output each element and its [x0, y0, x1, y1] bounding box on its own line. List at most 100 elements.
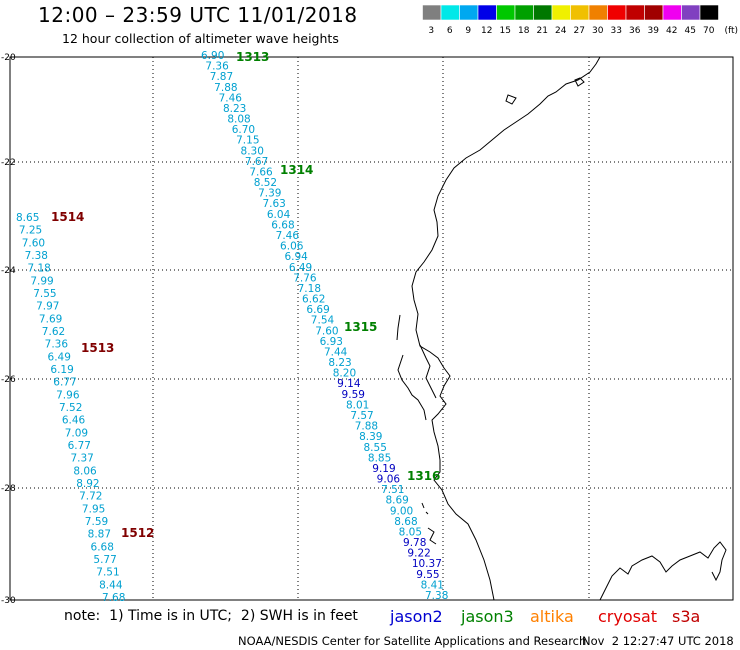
map-frame	[9, 56, 734, 601]
swh-value-east: 7.88	[355, 421, 378, 433]
swh-value-east: 6.94	[284, 251, 308, 263]
colorbar-label: 3	[428, 26, 434, 36]
swh-value-east: 7.76	[293, 272, 317, 284]
colorbar-label: 15	[500, 26, 511, 36]
swh-value-west: 6.49	[48, 351, 71, 363]
map-subtitle: 12 hour collection of altimeter wave hei…	[62, 31, 339, 46]
pass-number-label: 1315	[344, 320, 377, 334]
swh-value-west: 8.92	[76, 478, 99, 490]
swh-value-east: 7.39	[258, 188, 281, 200]
colorbar-label: 36	[629, 26, 641, 36]
swh-value-east: 9.78	[403, 537, 426, 549]
lat-tick-label: -20	[1, 53, 16, 63]
colorbar-label: 21	[537, 26, 548, 36]
colorbar-label: 18	[518, 26, 530, 36]
pass-number-label: 1514	[51, 210, 84, 224]
swh-value-east: 8.23	[223, 103, 246, 115]
swh-value-west: 7.68	[102, 592, 125, 604]
swh-value-east: 6.70	[232, 124, 255, 136]
colorbar-label: 39	[648, 26, 660, 36]
lat-tick-label: -28	[1, 484, 16, 494]
swh-value-east: 6.04	[267, 209, 291, 221]
colorbar-label: 33	[611, 26, 622, 36]
swh-value-east: 8.55	[364, 442, 387, 454]
swh-value-east: 9.55	[416, 569, 439, 581]
map-title: 12:00 – 23:59 UTC 11/01/2018	[38, 3, 358, 27]
colorbar-label: 24	[555, 26, 567, 36]
swh-value-east: 7.54	[311, 315, 335, 327]
swh-value-east: 8.23	[328, 357, 351, 369]
swh-value-west: 7.51	[96, 567, 119, 579]
colorbar-label: 6	[447, 26, 453, 36]
swh-value-east: 7.88	[214, 82, 237, 94]
swh-value-east: 7.66	[249, 166, 273, 178]
swh-value-west: 7.55	[33, 288, 56, 300]
swh-value-east: 9.06	[377, 474, 401, 486]
swh-value-east: 8.01	[346, 399, 369, 411]
swh-value-west: 6.77	[68, 440, 91, 452]
swh-value-east: 9.22	[407, 548, 430, 560]
swh-value-east: 7.46	[219, 92, 243, 104]
credit-line: NOAA/NESDIS Center for Satellite Applica…	[238, 634, 587, 648]
swh-value-west: 7.62	[42, 326, 65, 338]
legend-altika: altika	[530, 607, 574, 626]
swh-value-east: 7.38	[425, 590, 448, 602]
swh-value-east: 9.59	[342, 389, 365, 401]
swh-value-east: 9.00	[390, 505, 413, 517]
pass-number-label: 1512	[121, 526, 154, 540]
peron-peninsula	[419, 344, 437, 399]
lat-lon-grid	[10, 57, 733, 600]
swh-value-west: 7.52	[59, 402, 82, 414]
swh-value-east: 8.52	[254, 177, 277, 189]
swh-value-west: 8.87	[88, 529, 111, 541]
colorbar-label: 27	[574, 26, 585, 36]
lat-tick-label: -22	[1, 158, 16, 168]
coastline	[396, 56, 727, 601]
swh-value-east: 7.60	[315, 325, 338, 337]
island-near-nw	[574, 77, 585, 87]
swh-value-west: 7.38	[25, 250, 48, 262]
swh-value-west: 7.97	[36, 301, 59, 313]
swh-value-east: 8.69	[385, 495, 408, 507]
swh-value-east: 7.63	[262, 198, 285, 210]
swh-value-east: 8.30	[241, 145, 264, 157]
swh-value-east: 8.20	[333, 368, 356, 380]
swh-value-east: 6.93	[320, 336, 343, 348]
swh-value-west: 7.72	[79, 491, 102, 503]
swh-value-west: 7.18	[27, 263, 50, 275]
legend-cryosat: cryosat	[598, 607, 658, 626]
pass-number-label: 1314	[280, 163, 313, 177]
lat-tick-label: -24	[1, 266, 16, 276]
swh-value-east: 10.37	[412, 558, 442, 570]
swh-value-west: 7.99	[30, 275, 53, 287]
pass-number-label: 1316	[407, 469, 440, 483]
color-scale-legend: 3 6 9 12 15 18 21 24 27 30 33 36 39 42 45 70 (ft)	[422, 4, 738, 36]
swh-value-east: 6.90	[201, 50, 224, 62]
swh-value-west: 7.69	[39, 313, 62, 325]
colorbar-label: 9	[465, 26, 471, 36]
swh-value-east: 6.68	[271, 219, 294, 231]
swh-value-east: 9.14	[337, 378, 361, 390]
swh-value-east: 8.68	[394, 516, 417, 528]
swh-value-east: 8.05	[399, 526, 422, 538]
swh-value-east: 7.36	[205, 61, 229, 73]
abrolhos-islands	[421, 502, 437, 545]
dirk-hartog-island	[396, 314, 401, 341]
swh-value-east: 8.39	[359, 431, 382, 443]
swh-value-east: 6.69	[306, 304, 329, 316]
swh-value-west: 6.19	[50, 364, 73, 376]
swh-value-east: 7.18	[298, 283, 321, 295]
axis-labels: 105108111114117120-20-22-24-26-28-30	[1, 53, 16, 605]
swh-value-west: 6.77	[53, 377, 76, 389]
nw-cape-islands	[505, 94, 517, 105]
southern-coast-bay	[599, 541, 727, 601]
colorbar-label: 70	[703, 26, 715, 36]
swh-value-west: 6.68	[91, 541, 114, 553]
swh-value-east: 7.57	[350, 410, 373, 422]
lat-tick-label: -26	[1, 375, 16, 385]
colorbar-label: 12	[481, 26, 492, 36]
pass-number-label: 1313	[236, 50, 269, 64]
footnote: note: 1) Time is in UTC; 2) SWH is in fe…	[64, 608, 358, 624]
swh-value-east: 6.06	[280, 241, 304, 253]
swh-value-west: 8.44	[99, 579, 123, 591]
